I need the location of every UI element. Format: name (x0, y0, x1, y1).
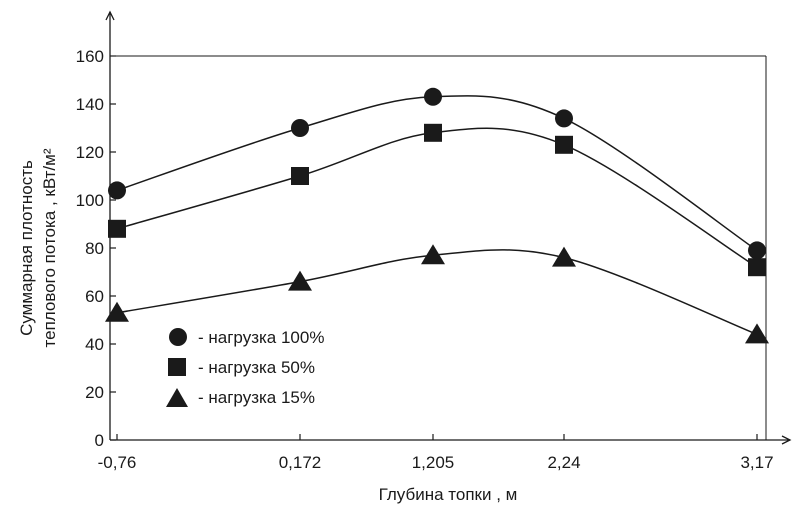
x-tick-label: 1,205 (412, 453, 455, 472)
x-axis-ticks: -0,76 0,172 1,205 2,24 3,17 (98, 434, 774, 472)
data-point-triangle (745, 323, 769, 344)
x-tick-label: 0,172 (279, 453, 322, 472)
data-point-square (291, 167, 309, 185)
y-tick-label: 40 (85, 335, 104, 354)
y-tick-label: 120 (76, 143, 104, 162)
legend-marker-square (168, 358, 186, 376)
data-point-circle (291, 119, 309, 137)
data-point-circle (424, 87, 442, 106)
data-point-circle (748, 241, 766, 260)
legend-marker-triangle (166, 388, 188, 407)
y-tick-label: 140 (76, 95, 104, 114)
y-axis-ticks: 0 20 40 60 80 100 120 140 160 (76, 47, 116, 450)
legend-marker-circle (169, 328, 187, 346)
data-point-triangle (105, 301, 129, 322)
data-point-square (748, 258, 766, 277)
data-point-circle (555, 109, 573, 128)
x-axis-title: Глубина топки , м (379, 485, 518, 504)
y-axis-title-line1: Суммарная плотность (17, 160, 36, 336)
y-tick-label: 100 (76, 191, 104, 210)
data-point-square (424, 123, 442, 142)
x-tick-label: 2,24 (547, 453, 580, 472)
legend-label-15: - нагрузка 15% (198, 388, 315, 407)
y-axis-title-line2: теплового потока , кВт/м² (40, 148, 59, 347)
y-tick-label: 0 (95, 431, 104, 450)
data-point-triangle (552, 246, 576, 267)
y-tick-label: 80 (85, 239, 104, 258)
series-line-circle (116, 95, 758, 252)
series-layer (105, 87, 769, 344)
y-tick-label: 60 (85, 287, 104, 306)
y-tick-label: 20 (85, 383, 104, 402)
x-tick-label: -0,76 (98, 453, 137, 472)
data-point-circle (108, 181, 126, 200)
legend-label-50: - нагрузка 50% (198, 358, 315, 377)
legend-label-100: - нагрузка 100% (198, 328, 324, 347)
x-axis-arrow (781, 435, 792, 445)
y-axis-arrow (105, 10, 115, 21)
data-point-triangle (288, 270, 312, 291)
data-point-triangle (421, 244, 445, 265)
series-line-square (116, 127, 758, 268)
legend: - нагрузка 100% - нагрузка 50% - нагрузк… (166, 328, 324, 407)
data-point-square (108, 219, 126, 238)
y-tick-label: 160 (76, 47, 104, 66)
x-tick-label: 3,17 (740, 453, 773, 472)
data-point-square (555, 135, 573, 154)
